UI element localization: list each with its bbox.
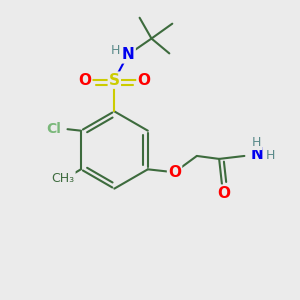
Text: H: H [252,136,262,149]
Text: N: N [250,147,263,162]
Text: O: O [217,186,230,201]
Text: H: H [266,148,275,162]
Text: CH₃: CH₃ [52,172,75,185]
Text: O: O [168,165,181,180]
Text: H: H [111,44,121,57]
Text: Cl: Cl [46,122,61,136]
Text: O: O [138,73,151,88]
Text: O: O [78,73,91,88]
Text: N: N [122,47,135,62]
Text: S: S [109,73,120,88]
